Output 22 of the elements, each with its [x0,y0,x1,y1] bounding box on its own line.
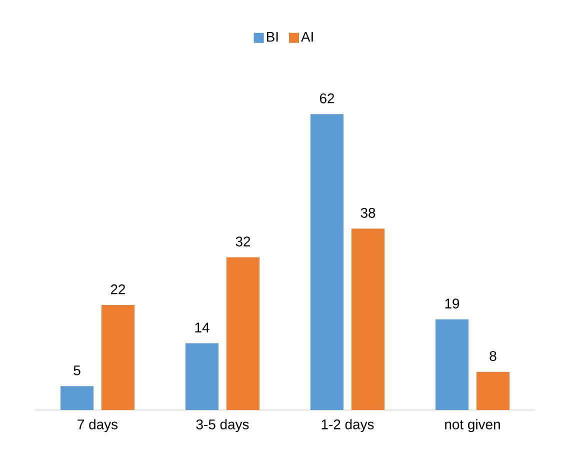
bar [310,114,344,410]
bar [186,343,218,410]
data-label: 38 [360,208,376,218]
data-label: 32 [236,236,250,246]
data-label: 5 [74,366,80,376]
bar [226,257,260,410]
bar [60,386,94,410]
data-label: 19 [445,298,460,308]
legend-label: AI [301,32,313,42]
bar [436,319,469,410]
x-tick-label: not given [445,419,500,432]
bar [102,305,134,410]
bar [476,372,510,410]
x-tick-label: 1-2 days [322,419,374,432]
data-label: 22 [110,284,126,294]
data-label: 8 [490,351,496,361]
bar [352,228,385,410]
data-label: 62 [320,93,334,104]
legend-label: BI [266,32,278,42]
data-label: 14 [195,322,210,332]
x-tick-label: 7 days [78,419,118,432]
x-tick-label: 3-5 days [196,419,249,432]
